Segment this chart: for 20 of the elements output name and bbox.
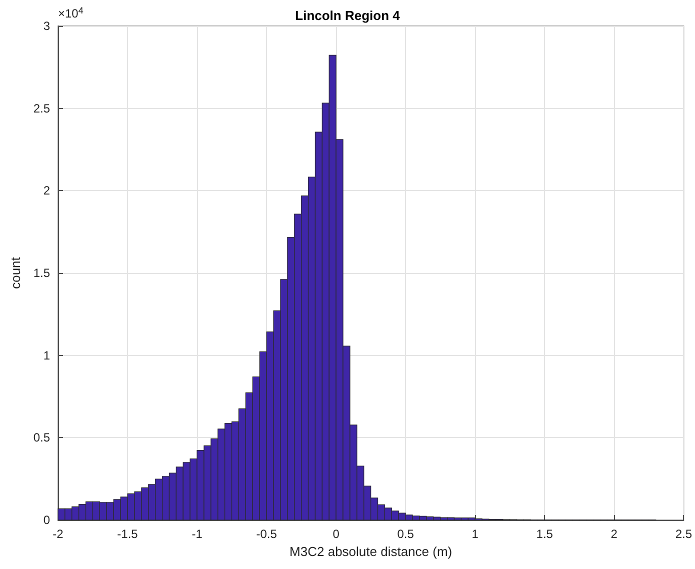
x-tick-label: 0 [332,527,340,541]
x-tick-label: 2 [610,527,618,541]
x-tick-label: -1.5 [117,527,138,541]
y-tick-label: 0.5 [33,430,50,445]
x-tick-label: 2.5 [675,527,692,541]
y-tick-label: 2.5 [33,101,50,116]
x-tick-label: -1 [192,527,203,541]
x-tick-label: -0.5 [256,527,278,541]
x-tick-label: -2 [52,527,64,541]
y-axis-title: count [8,256,23,289]
y-tick-label: 1.5 [33,266,50,280]
x-tick-label: 0.5 [397,527,414,541]
y-tick-label: 3 [43,19,50,33]
x-axis-title: M3C2 absolute distance (m) [290,544,452,559]
x-tick-label: 1 [472,527,479,541]
y-tick-label: 1 [43,348,50,362]
y-tick-label: 2 [43,184,50,198]
x-tick-label: 1.5 [536,527,554,541]
y-tick-label: 0 [43,513,50,527]
chart-title: Lincoln Region 4 [295,8,401,23]
